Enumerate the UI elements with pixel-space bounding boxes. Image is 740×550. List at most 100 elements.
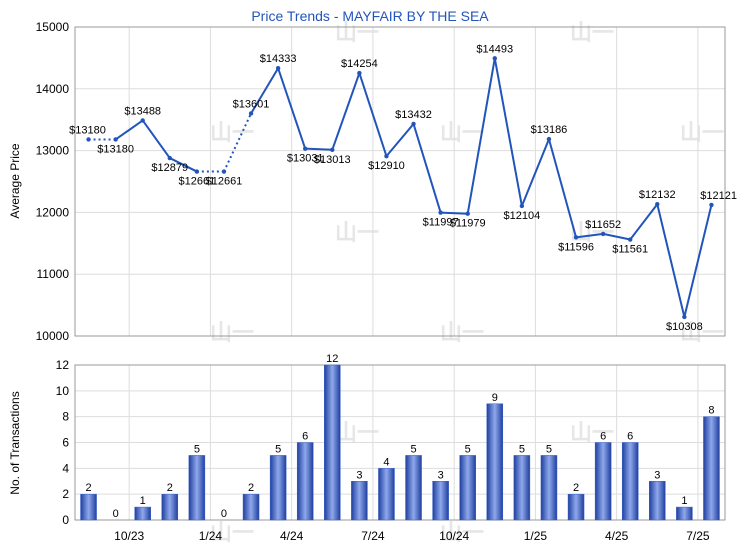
price-line-segment <box>223 113 252 172</box>
price-y-tick-3: 13000 <box>36 144 70 158</box>
transaction-bar <box>540 455 558 521</box>
transaction-bar-label: 1 <box>681 495 687 507</box>
price-y-tick-0: 10000 <box>36 329 70 343</box>
transaction-bar <box>405 455 422 521</box>
transaction-bar <box>134 506 151 521</box>
watermark-mark-8: 山一 <box>440 321 484 346</box>
transaction-bar-label: 2 <box>85 482 91 494</box>
price-line-segment <box>575 232 604 239</box>
transactions-plot-frame <box>74 364 726 521</box>
transaction-bar <box>242 493 260 521</box>
transactions-y-tick-6: 12 <box>56 358 70 372</box>
transaction-bar-label: 6 <box>302 431 308 443</box>
price-data-label: $12879 <box>151 162 188 174</box>
transaction-bar-label: 0 <box>113 508 119 520</box>
price-point <box>248 111 254 116</box>
transaction-bar <box>459 455 476 521</box>
x-tick-3: 7/24 <box>361 529 385 543</box>
watermark-mark-9: 山一 <box>680 321 724 346</box>
price-data-label: $11979 <box>450 218 486 230</box>
price-data-label: $12121 <box>700 190 737 202</box>
chart-title: Price Trends - MAYFAIR BY THE SEA <box>251 8 489 24</box>
transaction-bar-label: 3 <box>438 469 444 481</box>
price-line-segment <box>385 123 415 157</box>
price-line-segment <box>602 232 631 241</box>
price-line-segment <box>493 58 523 207</box>
transaction-bar <box>161 493 179 521</box>
transaction-bar <box>432 481 449 521</box>
transaction-bar <box>80 493 97 521</box>
x-tick-2: 4/24 <box>280 529 304 543</box>
price-line-segment <box>141 119 171 159</box>
watermark-mark-2: 山一 <box>210 121 254 146</box>
transaction-bar <box>703 416 720 521</box>
price-data-label: $13186 <box>531 124 568 136</box>
watermark-mark-3: 山一 <box>440 121 484 146</box>
transaction-bar-label: 0 <box>221 508 227 520</box>
price-point <box>465 211 470 216</box>
price-y-tick-2: 12000 <box>36 205 70 219</box>
price-data-label: $14333 <box>260 53 297 65</box>
price-data-label: $13031 <box>287 153 324 165</box>
x-tick-0: 10/23 <box>114 529 144 543</box>
transaction-bar-label: 8 <box>708 405 714 417</box>
price-data-label: $11652 <box>585 219 621 231</box>
transaction-bar-label: 6 <box>627 431 633 443</box>
transaction-bar <box>351 481 368 521</box>
x-tick-5: 1/25 <box>524 529 548 543</box>
price-line-segment <box>683 204 713 318</box>
price-point <box>194 169 200 174</box>
price-data-label: $11561 <box>612 244 648 256</box>
price-point <box>546 136 552 142</box>
price-line-series <box>86 56 714 320</box>
transactions-y-tick-2: 4 <box>62 461 69 475</box>
price-y-tick-5: 15000 <box>36 20 70 34</box>
price-line-segment <box>115 119 144 141</box>
watermark-mark-1: 山一 <box>570 21 614 46</box>
transaction-bar-label: 3 <box>654 469 660 481</box>
price-data-labels: $13180 $13180 $13488 $12879 $12661$12661 $136… <box>69 43 737 333</box>
transaction-bar <box>296 442 314 521</box>
price-line-segment <box>169 157 198 173</box>
price-data-label: $12661 <box>206 176 243 188</box>
transaction-bar-label: 3 <box>356 469 362 481</box>
transaction-bar <box>649 481 666 521</box>
price-point <box>384 153 389 159</box>
price-point <box>492 56 497 61</box>
transaction-bar-label: 5 <box>410 443 416 455</box>
price-line-segment <box>440 211 468 215</box>
watermark-mark-4: 山一 <box>680 121 724 146</box>
price-grid <box>75 26 725 337</box>
price-point <box>411 121 416 127</box>
price-point <box>519 203 525 209</box>
price-line-segment <box>656 204 686 318</box>
watermark-mark-11: 山一 <box>570 421 614 446</box>
price-point <box>573 235 579 240</box>
price-y-axis-title: Average Price <box>8 143 22 218</box>
price-data-label: $12104 <box>504 210 541 222</box>
transactions-y-tick-1: 2 <box>62 487 69 501</box>
price-data-label: $12910 <box>368 160 405 172</box>
price-point <box>600 231 606 237</box>
price-point <box>655 202 660 207</box>
transaction-bar <box>676 506 693 521</box>
price-point <box>357 70 362 76</box>
transaction-bar <box>486 403 504 521</box>
price-data-label: $14254 <box>341 58 378 70</box>
price-plot-frame <box>74 26 726 337</box>
transactions-y-axis-title: No. of Transactions <box>8 391 22 494</box>
transaction-bar <box>378 468 395 521</box>
transaction-bar-label: 5 <box>546 443 552 455</box>
price-line-segment <box>250 67 279 114</box>
price-point <box>682 314 687 320</box>
transaction-bar-label: 1 <box>140 495 146 507</box>
watermark-mark-12: 山一 <box>210 521 254 546</box>
transaction-bar <box>513 455 531 521</box>
price-line-segment <box>466 58 496 214</box>
price-data-label: $13432 <box>395 109 432 121</box>
transactions-y-tick-3: 6 <box>62 436 69 450</box>
price-line-segment <box>629 203 659 241</box>
